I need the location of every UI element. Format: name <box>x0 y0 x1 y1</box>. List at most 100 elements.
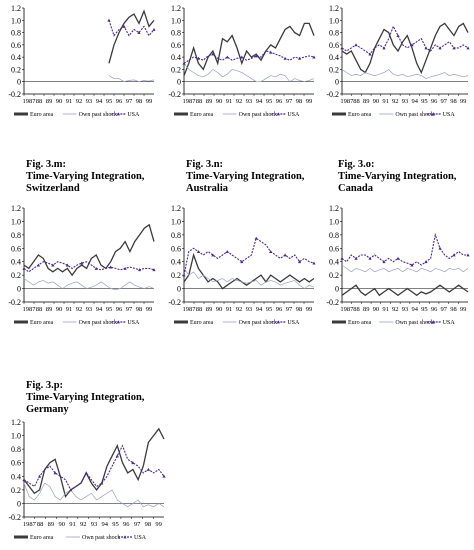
usa-marker <box>131 461 135 465</box>
y-tick-label: 0 <box>335 285 339 294</box>
y-tick-label: 0 <box>335 78 339 87</box>
x-tick-label: 1987 <box>183 306 197 313</box>
usa-marker <box>283 56 287 60</box>
x-tick-label: 89 <box>48 521 55 528</box>
usa-marker <box>269 50 273 54</box>
x-tick-label: 88 <box>353 306 360 313</box>
caption-3m-line1: Fig. 3.m: <box>26 159 66 170</box>
x-tick-label: 95 <box>266 306 273 313</box>
caption-3n: Fig. 3.n: Time-Varying Integration, Aust… <box>186 159 304 195</box>
usa-marker <box>382 260 386 264</box>
x-tick-label: 89 <box>46 98 53 105</box>
usa-marker <box>100 481 104 485</box>
x-tick-label: 99 <box>146 98 153 105</box>
series-line-own <box>23 482 165 508</box>
legend-label-euro: Euro area <box>190 112 213 118</box>
x-tick-label: 90 <box>56 98 63 105</box>
y-tick-label: 1.2 <box>329 4 339 13</box>
y-tick-label: 1.0 <box>329 16 339 25</box>
x-tick-label: 90 <box>56 306 63 313</box>
y-tick-label: 0.4 <box>11 472 21 481</box>
usa-marker <box>51 263 55 267</box>
legend-label-usa: USA <box>134 535 147 541</box>
y-tick-label: 0.6 <box>11 41 21 50</box>
x-tick-label: 97 <box>286 306 293 313</box>
legend-label-euro: Euro area <box>30 535 53 541</box>
x-tick-label: 94 <box>256 98 263 105</box>
x-tick-label: 96 <box>123 521 130 528</box>
usa-marker <box>152 268 156 272</box>
usa-marker <box>283 253 287 257</box>
usa-marker <box>115 454 119 458</box>
y-tick-label: 0.8 <box>171 29 181 38</box>
usa-marker <box>94 266 98 270</box>
x-tick-label: 92 <box>392 306 399 313</box>
usa-marker <box>466 253 470 257</box>
x-tick-label: 95 <box>106 306 113 313</box>
x-tick-label: 88 <box>196 306 203 313</box>
y-tick-label: 1.2 <box>171 204 181 213</box>
caption-3o-line1: Fig. 3.o: <box>338 159 375 170</box>
usa-marker <box>424 260 428 264</box>
x-tick-label: 95 <box>112 521 119 528</box>
legend-label-usa: USA <box>443 112 456 118</box>
y-tick-label: -0.2 <box>326 90 339 99</box>
x-tick-label: 91 <box>226 98 233 105</box>
legend-label-own: Own past shock <box>395 112 433 118</box>
legend-usa-marker <box>276 320 280 324</box>
usa-marker <box>162 474 166 478</box>
y-tick-label: 0 <box>177 285 181 294</box>
series-line-euro <box>183 252 315 290</box>
y-tick-label: -0.2 <box>8 90 21 99</box>
panel-top-right: 1.2 1.0 0.8 0.6 0.4 0.2 0 -0.2 1987 88 89 90 91 92 93 9… <box>318 0 474 122</box>
caption-3p: Fig. 3.p: Time-Varying Integration, Germ… <box>26 380 144 416</box>
usa-marker <box>152 27 156 31</box>
legend-label-own: Own past shock <box>239 320 277 326</box>
caption-3n-line3: Australia <box>186 183 228 194</box>
legend-usa-marker <box>116 320 120 324</box>
x-tick-label: 90 <box>216 98 223 105</box>
series-line-usa <box>183 50 315 64</box>
x-tick-label: 88 <box>36 306 43 313</box>
usa-marker <box>340 46 344 50</box>
x-tick-label: 94 <box>102 521 109 528</box>
legend-label-own: Own past shock <box>79 112 117 118</box>
usa-marker <box>452 46 456 50</box>
usa-marker <box>65 263 69 267</box>
y-tick-label: 1.0 <box>11 432 21 441</box>
x-tick-label: 95 <box>106 98 113 105</box>
series-line-own <box>108 75 155 83</box>
legend-label-own: Own past shock <box>395 320 433 326</box>
y-tick-label: 0.6 <box>11 459 21 468</box>
y-tick-label: 0.2 <box>11 65 21 74</box>
usa-marker <box>396 34 400 38</box>
legend-label-euro: Euro area <box>30 320 53 326</box>
x-tick-label: 97 <box>286 98 293 105</box>
y-tick-label: 1.2 <box>11 204 21 213</box>
series-line-euro <box>23 223 155 277</box>
x-tick-label: 92 <box>236 98 243 105</box>
x-tick-label: 1987 <box>23 306 37 313</box>
x-tick-label: 90 <box>373 306 380 313</box>
usa-marker <box>211 52 215 56</box>
usa-marker <box>240 55 244 59</box>
x-tick-label: 90 <box>216 306 223 313</box>
x-tick-label: 91 <box>69 521 76 528</box>
y-tick-label: 0.2 <box>171 65 181 74</box>
x-tick-label: 98 <box>296 98 303 105</box>
x-tick-label: 91 <box>382 98 389 105</box>
y-tick-label: 0.4 <box>11 53 21 62</box>
y-tick-label: -0.2 <box>8 298 21 307</box>
x-tick-label: 97 <box>441 306 448 313</box>
y-tick-label: 0.2 <box>171 271 181 280</box>
series-line-own <box>183 268 315 290</box>
x-tick-label: 92 <box>80 521 87 528</box>
x-tick-label: 89 <box>206 306 213 313</box>
usa-marker <box>182 61 186 65</box>
x-tick-label: 94 <box>96 98 103 105</box>
x-tick-label: 94 <box>256 306 263 313</box>
x-tick-label: 1987 <box>340 98 354 105</box>
